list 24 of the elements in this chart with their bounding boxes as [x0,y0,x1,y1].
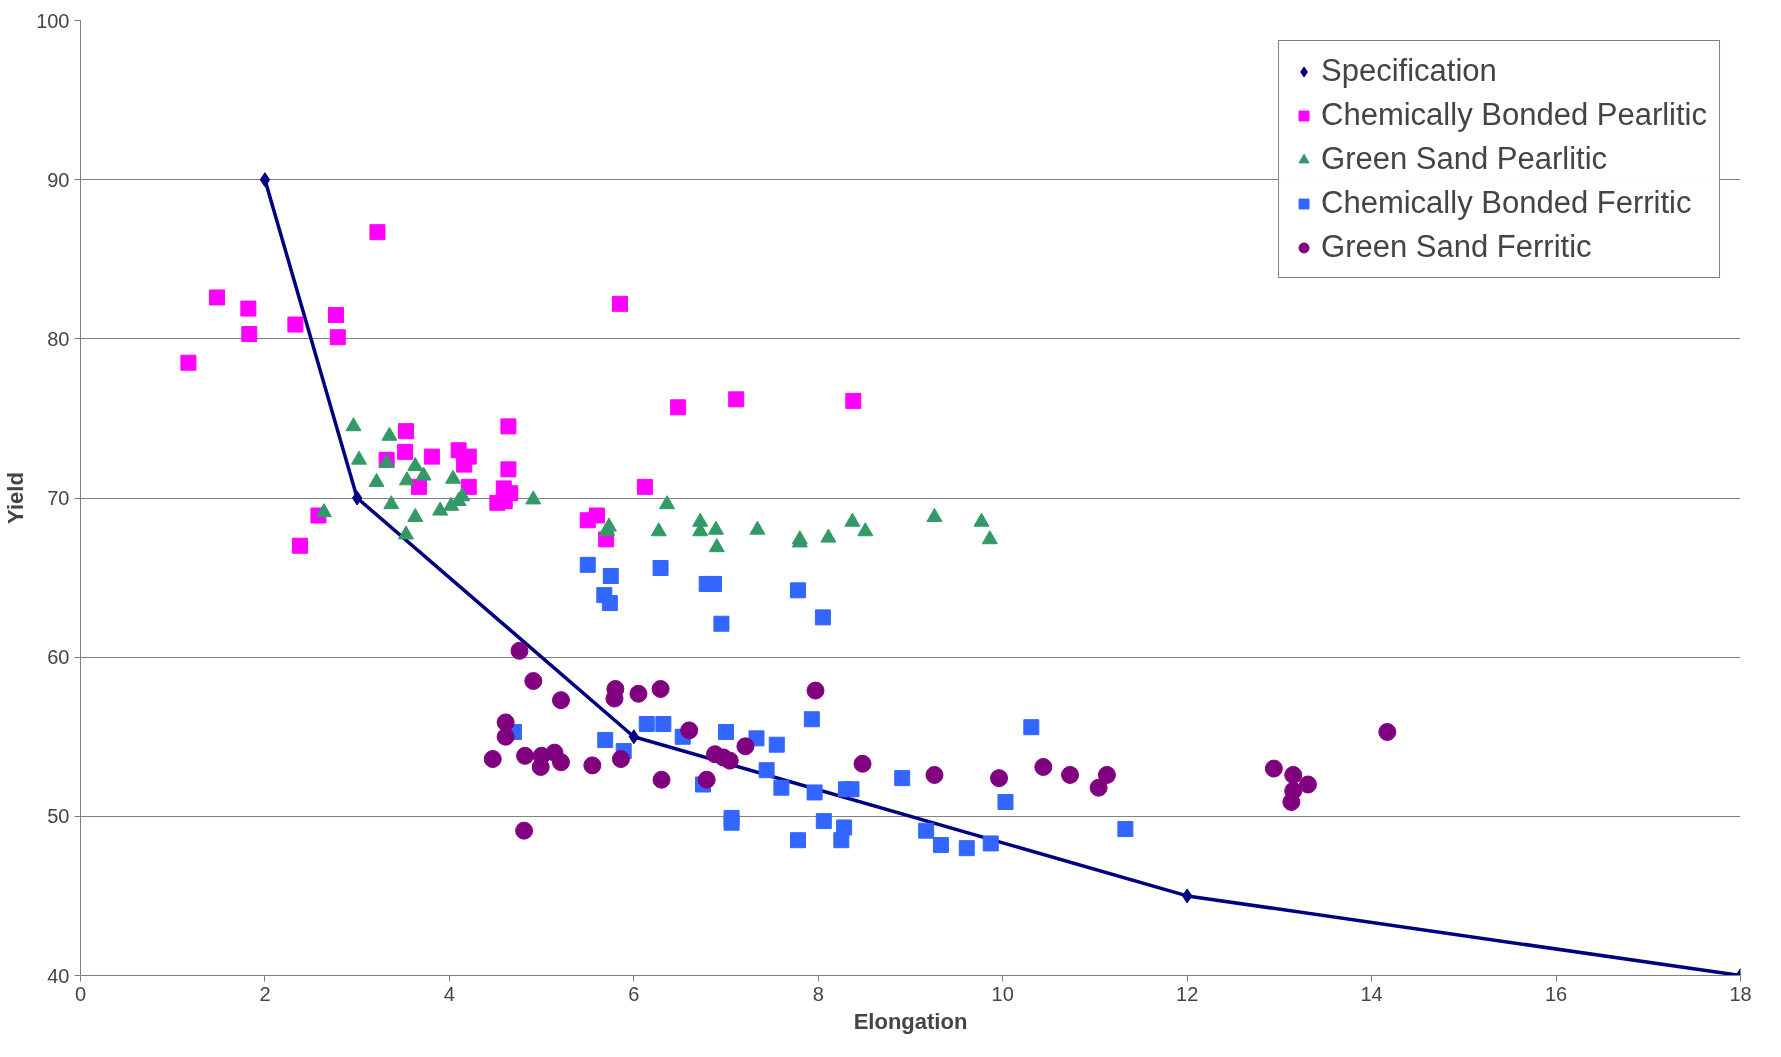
legend-label: Specification [1321,53,1497,89]
x-tick-label: 6 [628,982,640,1005]
x-tick-label: 16 [1544,982,1568,1005]
x-tick-label: 14 [1360,982,1383,1005]
x-tick-label: 12 [1176,982,1199,1005]
x-tick-label: 10 [991,982,1014,1005]
y-tick-label: 100 [36,9,70,32]
x-tick-label: 2 [259,982,271,1005]
y-tick-label: 50 [47,805,70,828]
y-tick-label: 90 [47,168,70,191]
x-tick-label: 18 [1729,982,1752,1005]
y-tick-label: 40 [47,964,70,987]
x-tick-label: 4 [443,982,455,1005]
y-tick-label: 60 [47,646,70,669]
y-tick-label: 70 [47,487,70,509]
x-axis-title: Elongation [853,1008,968,1034]
legend-label: Green Sand Pearlitic [1321,141,1608,177]
x-tick-label: 8 [812,982,824,1005]
legend-label: Green Sand Ferritic [1321,229,1592,265]
legend-label: Chemically Bonded Ferritic [1321,185,1692,221]
y-tick-label: 80 [47,327,70,350]
legend-label: Chemically Bonded Pearlitic [1321,97,1707,133]
y-axis-title: Yield [3,472,29,524]
x-tick-label: 0 [74,982,87,1005]
